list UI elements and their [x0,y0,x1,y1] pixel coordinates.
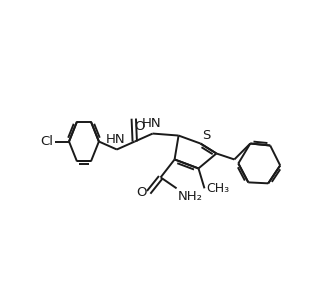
Text: HN: HN [106,133,126,146]
Text: HN: HN [142,117,162,130]
Text: O: O [135,120,145,133]
Text: S: S [202,129,211,142]
Text: O: O [136,186,146,199]
Text: CH₃: CH₃ [207,182,230,195]
Text: Cl: Cl [40,135,53,148]
Text: NH₂: NH₂ [178,190,203,203]
